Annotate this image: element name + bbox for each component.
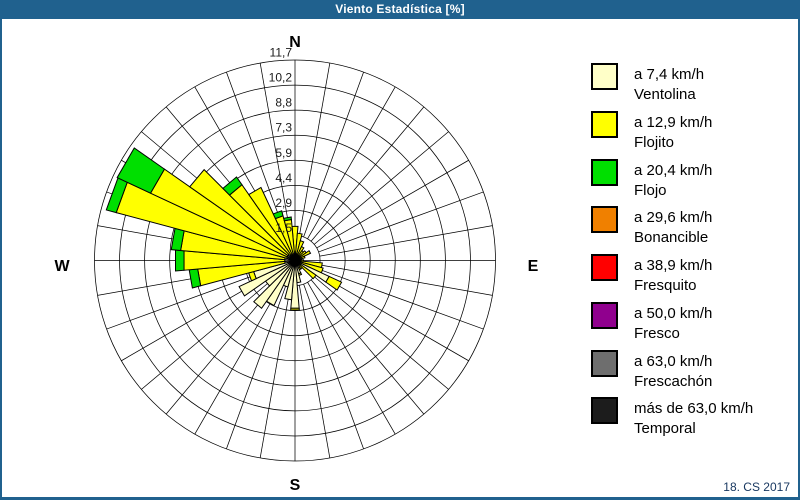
legend-color-swatch — [591, 206, 618, 234]
grid-radial-line — [319, 264, 493, 296]
ring-label: 7,3 — [275, 121, 292, 135]
compass-label-w: W — [54, 258, 70, 275]
legend-name-text: Ventolina — [634, 86, 696, 103]
legend-name-text: Flojo — [634, 181, 667, 199]
wind-bar-segment-flojo — [272, 210, 284, 220]
ring-label: 1,5 — [275, 221, 292, 235]
wind-bar-segment-flojito — [325, 275, 343, 291]
ring-label: 2,9 — [275, 196, 292, 210]
legend-name-text: Frescachón — [634, 372, 713, 390]
grid-radial-line — [226, 283, 287, 450]
legend-speed-text: a 38,9 km/h — [634, 257, 713, 274]
legend-name-text: Fresco — [634, 324, 680, 342]
legend-item: a 20,4 km/h Flojo — [587, 158, 792, 205]
legend-label: a 50,0 km/h Fresco — [634, 304, 712, 344]
grid-radial-line — [310, 106, 425, 242]
legend-speed-text: a 7,4 km/h — [634, 66, 705, 83]
footer-credit: 18. CS 2017 — [723, 480, 790, 494]
grid-radial-line — [318, 268, 484, 330]
window-title: Viento Estadística [%] — [335, 2, 465, 16]
grid-radial-line — [316, 272, 469, 362]
grid-radial-line — [106, 268, 272, 330]
legend-label: a 7,4 km/h Ventolina — [634, 65, 704, 105]
wind-bar-segment-flojo — [283, 216, 292, 222]
legend-item: a 29,6 km/h Bonancible — [587, 206, 792, 252]
ring-label: 8,8 — [275, 96, 292, 110]
grid-radial-line — [298, 62, 331, 236]
ring-label: 4,4 — [275, 171, 292, 185]
compass-label-n: N — [289, 34, 301, 51]
grid-radial-line — [319, 225, 493, 257]
legend-color-swatch — [591, 63, 618, 90]
grid-radial-line — [259, 62, 292, 236]
compass-labels: N S W E — [54, 34, 538, 494]
grid-radial-line — [313, 131, 449, 245]
grid-radial-line — [310, 279, 425, 415]
grid-radial-line — [226, 71, 287, 238]
grid-radial-line — [298, 285, 331, 459]
legend-speed-text: a 20,4 km/h — [634, 161, 713, 179]
ring-label: 5,9 — [275, 146, 292, 160]
legend-speed-text: más de 63,0 km/h — [634, 400, 754, 418]
legend-color-swatch — [591, 301, 618, 329]
grid-radial-line — [141, 276, 277, 390]
wind-bar-segment-flojo — [175, 249, 185, 272]
legend-color-swatch — [591, 254, 618, 281]
chart-area: 1,5 2,9 4,4 5,9 7,3 8,8 10,2 11,7 N S W E a 7,4 km/… — [2, 19, 798, 497]
ring-labels: 1,5 2,9 4,4 5,9 7,3 8,8 10,2 11,7 — [269, 46, 293, 235]
wind-bar-segment-flojito — [290, 307, 300, 311]
wind-bar-segment-flojo — [116, 147, 166, 194]
legend-label: a 38,9 km/h Fresquito — [634, 256, 712, 296]
ring-label: 10,2 — [269, 71, 293, 85]
legend-speed-text: a 50,0 km/h — [634, 304, 713, 322]
legend-item: a 7,4 km/h Ventolina — [587, 63, 792, 109]
grid-radial-line — [313, 276, 449, 390]
chart-legend: a 7,4 km/h Ventolina a 12,9 km/h Flojito a 2… — [587, 19, 792, 449]
wind-bar-segment-flojo — [222, 176, 243, 196]
compass-label-e: E — [528, 258, 539, 275]
wind-rose-chart: 1,5 2,9 4,4 5,9 7,3 8,8 10,2 11,7N S W E — [54, 34, 538, 494]
legend-label: a 29,6 km/h Bonancible — [634, 208, 712, 248]
grid-radial-line — [303, 283, 364, 450]
legend-item: a 12,9 km/h Flojito — [587, 110, 792, 157]
grid-radial-line — [307, 282, 396, 435]
legend-color-swatch — [591, 110, 618, 138]
ring-label: 11,7 — [270, 46, 293, 60]
legend-item: a 50,0 km/h Fresco — [587, 301, 792, 348]
legend-label: a 12,9 km/h Flojito — [634, 113, 712, 153]
legend-label: más de 63,0 km/h Temporal — [634, 399, 753, 439]
legend-name-text: Flojito — [634, 133, 675, 151]
grid-radial-line — [316, 159, 469, 249]
legend-item: a 38,9 km/h Fresquito — [587, 254, 792, 300]
legend-speed-text: a 29,6 km/h — [634, 209, 713, 227]
window-title-bar[interactable]: Viento Estadística [%] — [0, 0, 800, 19]
legend-color-swatch — [591, 397, 618, 425]
legend-speed-text: a 63,0 km/h — [634, 352, 713, 370]
grid-radial-line — [307, 86, 396, 239]
grid-radial-line — [194, 282, 283, 435]
legend-label: a 20,4 km/h Flojo — [634, 161, 712, 201]
legend-speed-text: a 12,9 km/h — [634, 113, 713, 131]
legend-name-text: Bonancible — [634, 229, 709, 247]
grid-radial-line — [259, 285, 292, 459]
compass-label-s: S — [290, 477, 301, 494]
legend-name-text: Fresquito — [634, 277, 697, 294]
legend-color-swatch — [591, 349, 618, 377]
legend-item: a 63,0 km/h Frescachón — [587, 349, 792, 396]
legend-item: más de 63,0 km/h Temporal — [587, 397, 792, 443]
grid-radial-line — [303, 71, 364, 238]
grid-radial-line — [318, 191, 484, 253]
legend-name-text: Temporal — [634, 420, 696, 438]
legend-label: a 63,0 km/h Frescachón — [634, 352, 712, 392]
wind-rose-bars — [105, 147, 343, 311]
legend-color-swatch — [591, 158, 618, 186]
